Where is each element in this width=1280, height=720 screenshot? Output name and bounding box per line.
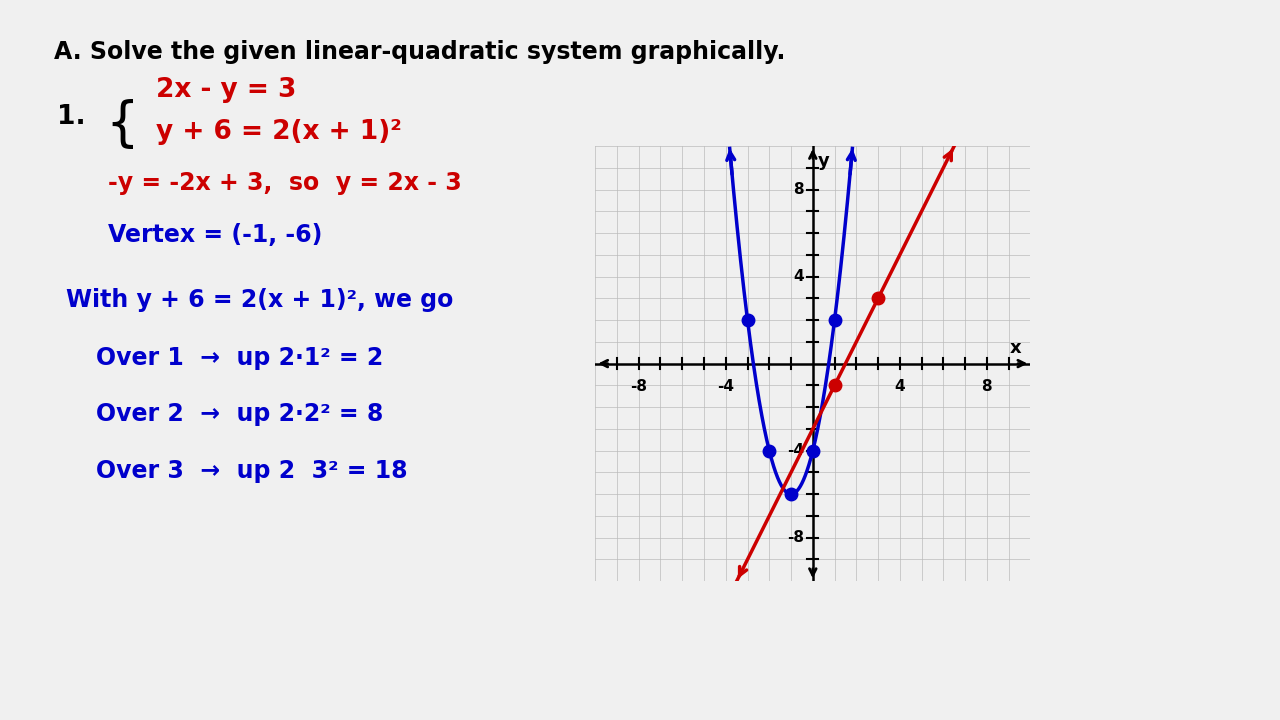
Text: 4: 4 <box>794 269 804 284</box>
Text: -8: -8 <box>787 530 804 545</box>
Text: 4: 4 <box>895 379 905 394</box>
Text: 8: 8 <box>794 182 804 197</box>
Text: 1.: 1. <box>56 104 86 130</box>
Text: With y + 6 = 2(x + 1)², we go: With y + 6 = 2(x + 1)², we go <box>67 288 453 312</box>
Text: x: x <box>1010 339 1021 357</box>
Text: {: { <box>105 99 138 151</box>
Text: -8: -8 <box>630 379 648 394</box>
Text: Vertex = (-1, -6): Vertex = (-1, -6) <box>108 223 323 247</box>
Text: -4: -4 <box>717 379 735 394</box>
Text: 2x - y = 3: 2x - y = 3 <box>156 77 297 103</box>
Text: Over 1  →  up 2·1² = 2: Over 1 → up 2·1² = 2 <box>96 346 383 369</box>
Text: y + 6 = 2(x + 1)²: y + 6 = 2(x + 1)² <box>156 119 402 145</box>
Text: -y = -2x + 3,  so  y = 2x - 3: -y = -2x + 3, so y = 2x - 3 <box>108 171 462 195</box>
Text: -4: -4 <box>787 443 804 458</box>
Text: 8: 8 <box>982 379 992 394</box>
Text: A. Solve the given linear-quadratic system graphically.: A. Solve the given linear-quadratic syst… <box>54 40 785 63</box>
Text: Over 3  →  up 2  3² = 18: Over 3 → up 2 3² = 18 <box>96 459 407 483</box>
Text: Over 2  →  up 2·2² = 8: Over 2 → up 2·2² = 8 <box>96 402 384 426</box>
Text: y: y <box>818 152 829 170</box>
